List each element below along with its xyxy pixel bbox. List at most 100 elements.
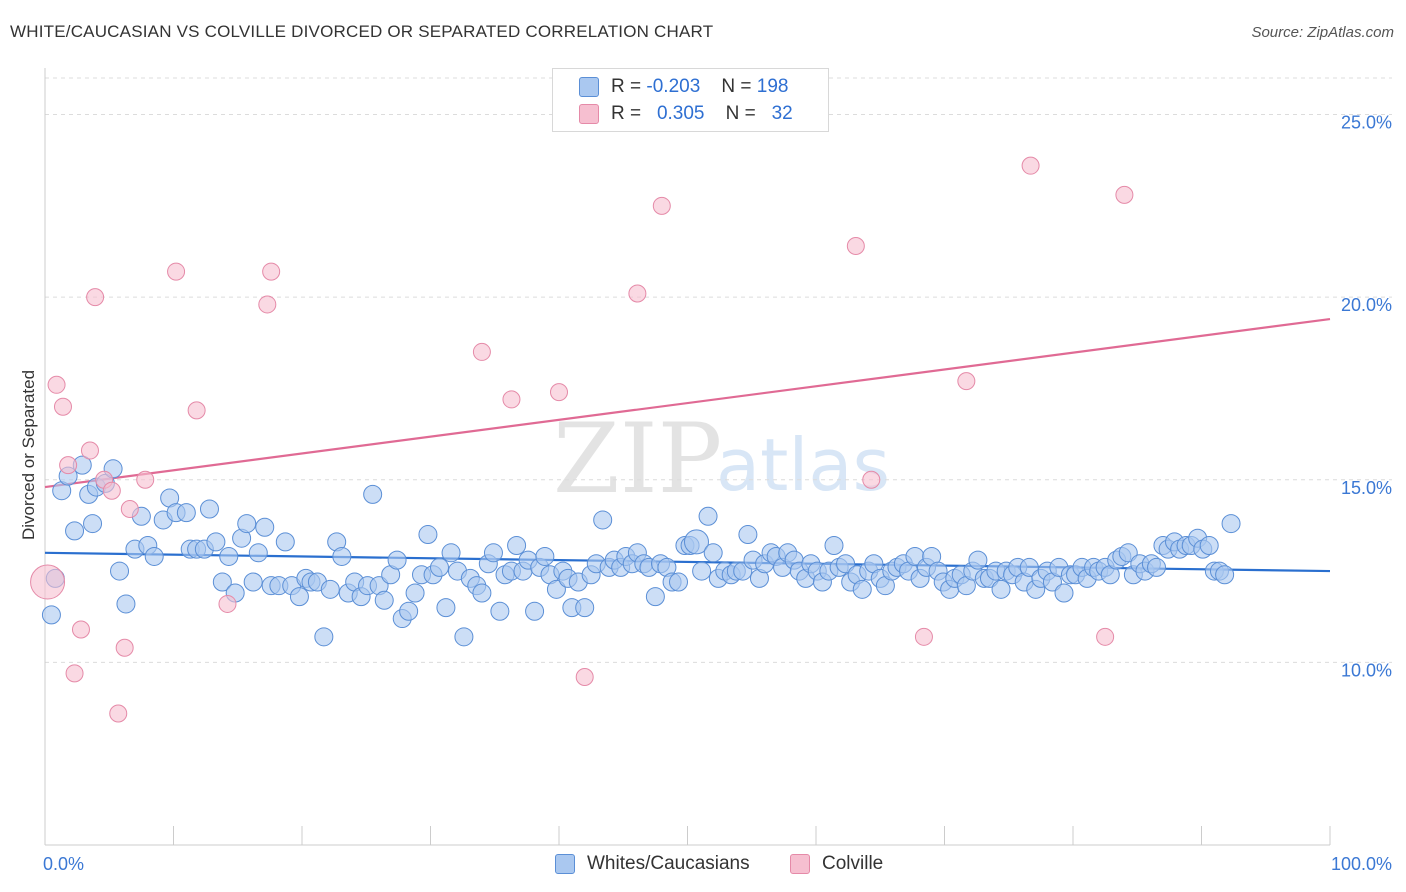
data-points bbox=[30, 156, 1241, 723]
source-label: Source: ZipAtlas.com bbox=[1251, 24, 1394, 41]
y-tick-label: 10.0% bbox=[1341, 660, 1392, 680]
whites-point bbox=[1221, 514, 1241, 534]
x-tick-label: 100.0% bbox=[1331, 854, 1392, 874]
colville-point bbox=[86, 288, 105, 307]
series-legend-colville: Colville bbox=[790, 852, 883, 876]
whites-point bbox=[206, 532, 226, 552]
colville-point bbox=[1096, 627, 1115, 646]
whites-point bbox=[248, 543, 268, 563]
whites-point bbox=[1118, 543, 1138, 563]
colville-point bbox=[30, 564, 66, 600]
whites-point bbox=[441, 543, 461, 563]
colville-point bbox=[262, 262, 281, 281]
whites-point bbox=[483, 543, 503, 563]
legend-swatch-whites bbox=[579, 77, 599, 97]
whites-point bbox=[645, 587, 665, 607]
whites-point bbox=[472, 583, 492, 603]
colville-point bbox=[550, 383, 568, 402]
whites-point bbox=[738, 525, 758, 545]
tick-labels: 10.0% 15.0% 20.0% 25.0% 0.0% 100.0% Divorced o… bbox=[19, 113, 1392, 874]
series-swatch-whites bbox=[555, 854, 575, 874]
whites-point bbox=[824, 536, 844, 556]
whites-point bbox=[289, 587, 309, 607]
colville-point bbox=[218, 594, 237, 613]
chart-title: WHITE/CAUCASIAN VS COLVILLE DIVORCED OR … bbox=[10, 22, 714, 41]
watermark-atlas: atlas bbox=[716, 423, 890, 507]
whites-point bbox=[320, 579, 340, 599]
whites-point bbox=[1019, 557, 1039, 577]
series-name-colville: Colville bbox=[822, 853, 884, 874]
whites-point bbox=[237, 514, 257, 534]
whites-point bbox=[116, 594, 136, 614]
whites-point bbox=[669, 572, 689, 592]
r-value: -0.203 bbox=[646, 76, 701, 97]
colville-point bbox=[115, 638, 134, 657]
whites-point bbox=[683, 529, 709, 555]
colville-point bbox=[120, 499, 139, 518]
whites-point bbox=[405, 583, 425, 603]
whites-point bbox=[991, 579, 1011, 599]
watermark-zip: ZIP bbox=[553, 403, 722, 515]
whites-point bbox=[429, 557, 449, 577]
colville-point bbox=[258, 295, 277, 314]
whites-point bbox=[698, 506, 718, 526]
series-legend-whites: Whites/Caucasians bbox=[555, 852, 750, 876]
whites-point bbox=[1199, 536, 1219, 556]
r-label: R = bbox=[611, 103, 642, 124]
whites-point bbox=[703, 543, 723, 563]
whites-point bbox=[255, 517, 275, 537]
whites-point bbox=[1147, 557, 1167, 577]
y-tick-label: 25.0% bbox=[1341, 113, 1392, 133]
whites-point bbox=[332, 546, 352, 566]
colville-point bbox=[652, 196, 671, 215]
whites-point bbox=[575, 598, 595, 618]
colville-point bbox=[187, 401, 206, 420]
whites-point bbox=[546, 579, 566, 599]
colville-point bbox=[1115, 185, 1134, 204]
whites-point bbox=[110, 561, 130, 581]
whites-point bbox=[399, 601, 419, 621]
axes bbox=[44, 68, 1331, 846]
legend-swatch-colville bbox=[579, 104, 599, 124]
whites-point bbox=[852, 579, 872, 599]
colville-point bbox=[502, 390, 521, 409]
colville-point bbox=[628, 284, 647, 303]
whites-point bbox=[1054, 583, 1074, 603]
colville-point bbox=[472, 342, 491, 361]
colville-point bbox=[575, 667, 594, 686]
colville-point bbox=[862, 470, 881, 489]
whites-point bbox=[436, 598, 456, 618]
colville-point bbox=[914, 627, 933, 646]
whites-point bbox=[968, 550, 988, 570]
whites-point bbox=[692, 561, 712, 581]
whites-point bbox=[83, 514, 103, 534]
whites-point bbox=[212, 572, 232, 592]
legend-text-whites: R = -0.203 N = 198 bbox=[611, 76, 788, 98]
y-tick-label: 20.0% bbox=[1341, 295, 1392, 315]
r-value: 0.305 bbox=[656, 103, 705, 124]
n-value: 32 bbox=[771, 103, 793, 124]
y-tick-label: 15.0% bbox=[1341, 478, 1392, 498]
series-name-whites: Whites/Caucasians bbox=[587, 853, 750, 874]
colville-point bbox=[167, 262, 186, 281]
colville-point bbox=[957, 372, 976, 391]
whites-point bbox=[41, 605, 61, 625]
whites-point bbox=[243, 572, 263, 592]
colville-point bbox=[47, 375, 66, 394]
colville-point bbox=[59, 456, 78, 475]
colville-point bbox=[53, 397, 72, 416]
whites-point bbox=[314, 627, 334, 647]
whites-point bbox=[363, 484, 383, 504]
n-value: 198 bbox=[756, 76, 789, 97]
y-axis-label: Divorced or Separated bbox=[19, 370, 38, 540]
whites-point bbox=[490, 601, 510, 621]
whites-point bbox=[525, 601, 545, 621]
whites-point bbox=[65, 521, 85, 541]
whites-point bbox=[387, 550, 407, 570]
whites-point bbox=[219, 546, 239, 566]
whites-point bbox=[275, 532, 295, 552]
whites-point bbox=[535, 546, 555, 566]
whites-point bbox=[1215, 565, 1235, 585]
